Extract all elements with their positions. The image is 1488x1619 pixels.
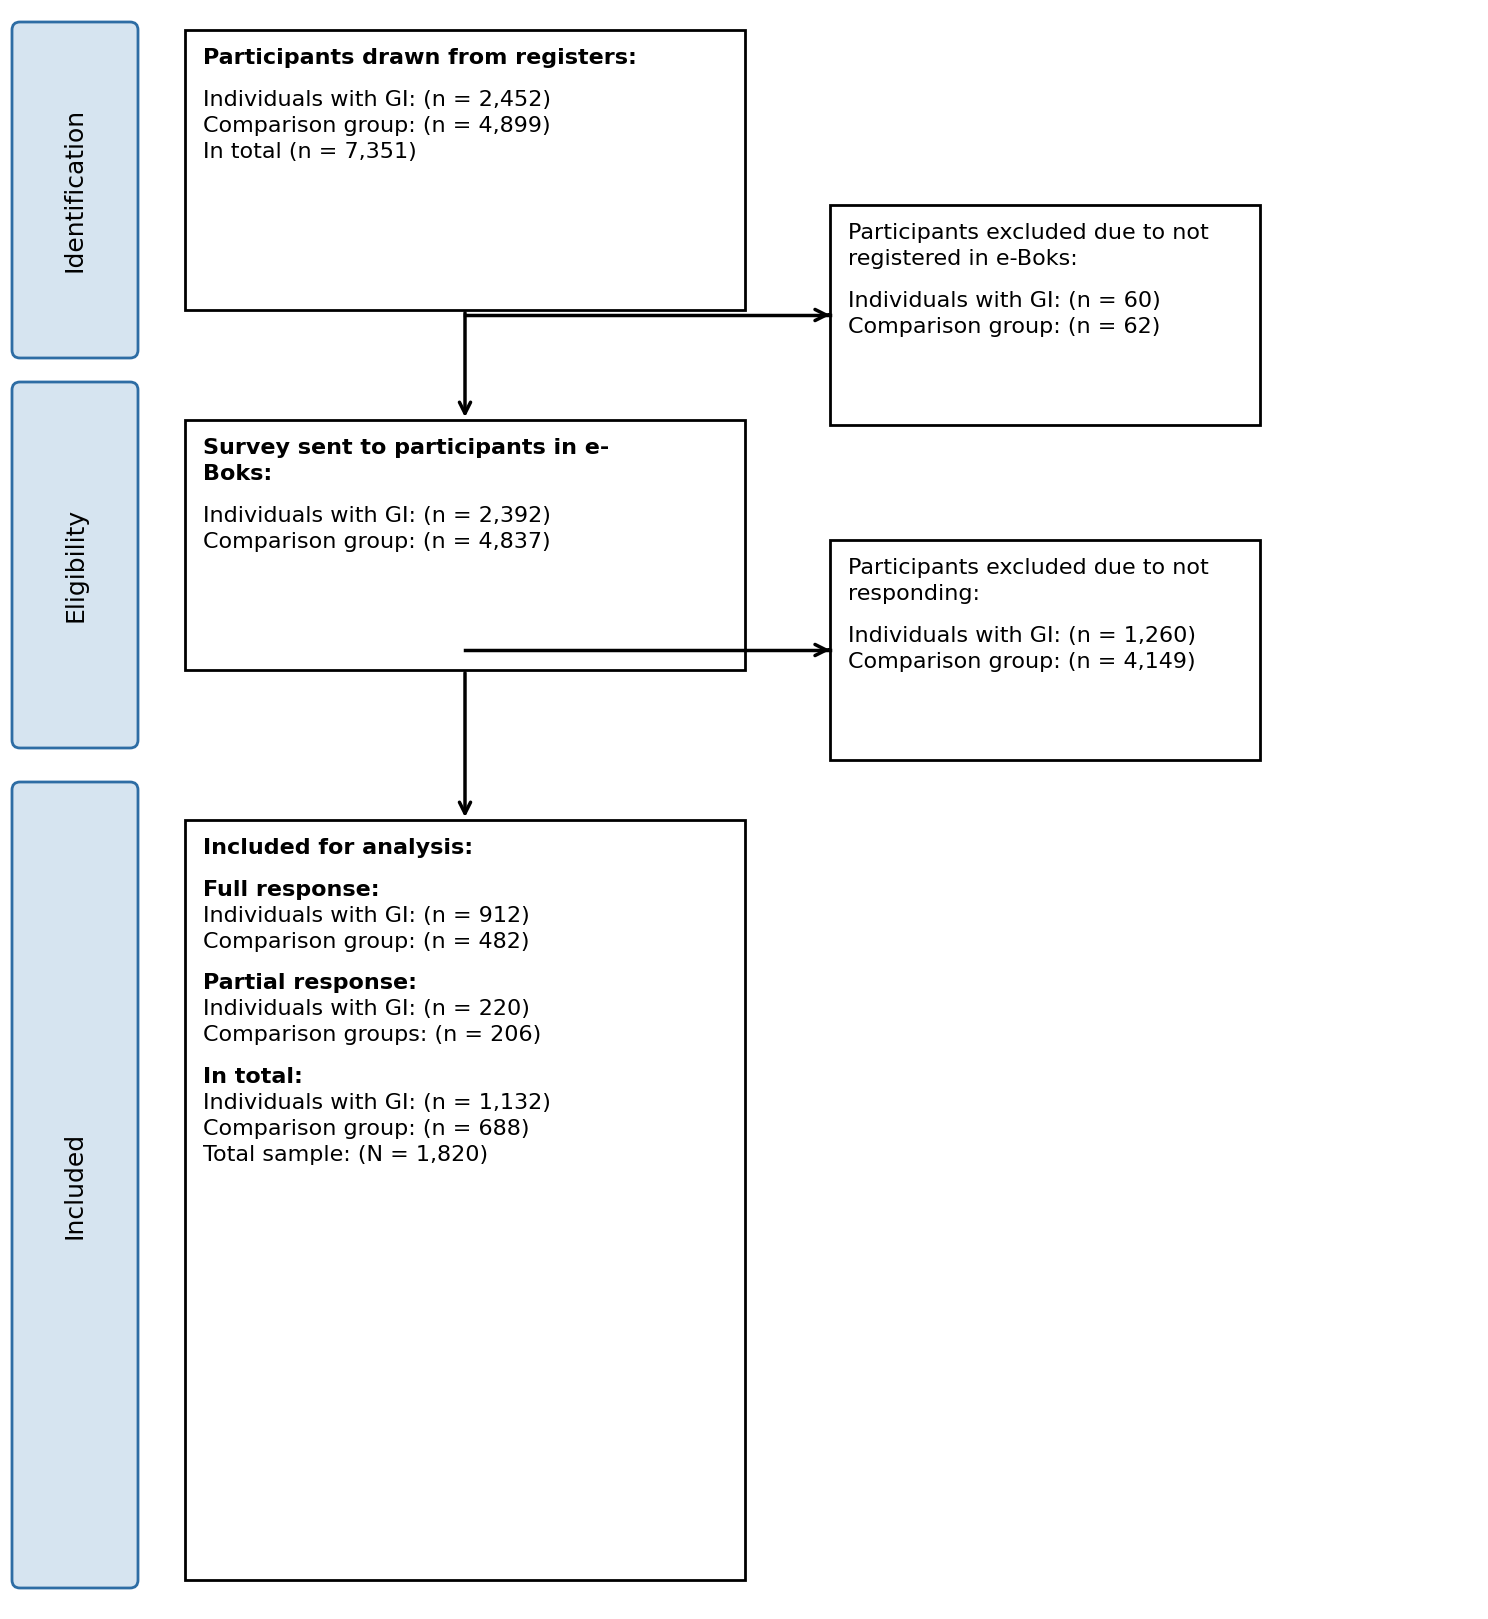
Bar	[185, 31, 745, 309]
FancyBboxPatch shape	[12, 782, 138, 1588]
Bar	[185, 419, 745, 670]
Text: Identification: Identification	[62, 108, 86, 272]
Bar	[830, 541, 1260, 759]
Text: Boks:: Boks:	[202, 465, 272, 484]
Text: Total sample: (N = 1,820): Total sample: (N = 1,820)	[202, 1145, 488, 1164]
Text: Participants excluded due to not: Participants excluded due to not	[848, 223, 1208, 243]
Bar	[185, 819, 745, 1580]
Text: In total (n = 7,351): In total (n = 7,351)	[202, 141, 417, 162]
Text: Individuals with GI: (n = 912): Individuals with GI: (n = 912)	[202, 905, 530, 926]
Text: Individuals with GI: (n = 60): Individuals with GI: (n = 60)	[848, 290, 1161, 311]
Text: registered in e-Boks:: registered in e-Boks:	[848, 249, 1077, 269]
Text: Partial response:: Partial response:	[202, 973, 417, 992]
Text: Participants excluded due to not: Participants excluded due to not	[848, 559, 1208, 578]
Text: Individuals with GI: (n = 2,392): Individuals with GI: (n = 2,392)	[202, 505, 551, 526]
FancyBboxPatch shape	[12, 23, 138, 358]
Text: In total:: In total:	[202, 1067, 304, 1086]
Text: Comparison group: (n = 4,899): Comparison group: (n = 4,899)	[202, 115, 551, 136]
Text: Participants drawn from registers:: Participants drawn from registers:	[202, 49, 637, 68]
Bar	[830, 206, 1260, 426]
Text: Individuals with GI: (n = 1,132): Individuals with GI: (n = 1,132)	[202, 1093, 551, 1112]
Text: Comparison group: (n = 4,149): Comparison group: (n = 4,149)	[848, 651, 1196, 672]
Text: Comparison group: (n = 482): Comparison group: (n = 482)	[202, 931, 530, 952]
Text: Survey sent to participants in e-: Survey sent to participants in e-	[202, 439, 609, 458]
Text: Comparison group: (n = 4,837): Comparison group: (n = 4,837)	[202, 531, 551, 552]
Text: Individuals with GI: (n = 220): Individuals with GI: (n = 220)	[202, 999, 530, 1020]
Text: Full response:: Full response:	[202, 879, 379, 900]
Text: Individuals with GI: (n = 2,452): Individuals with GI: (n = 2,452)	[202, 89, 551, 110]
Text: Comparison group: (n = 688): Comparison group: (n = 688)	[202, 1119, 530, 1138]
Text: responding:: responding:	[848, 584, 981, 604]
Text: Eligibility: Eligibility	[62, 508, 86, 622]
Text: Comparison groups: (n = 206): Comparison groups: (n = 206)	[202, 1025, 542, 1046]
Text: Included for analysis:: Included for analysis:	[202, 839, 473, 858]
FancyBboxPatch shape	[12, 382, 138, 748]
Text: Included: Included	[62, 1132, 86, 1239]
Text: Comparison group: (n = 62): Comparison group: (n = 62)	[848, 317, 1161, 337]
Text: Individuals with GI: (n = 1,260): Individuals with GI: (n = 1,260)	[848, 625, 1196, 646]
